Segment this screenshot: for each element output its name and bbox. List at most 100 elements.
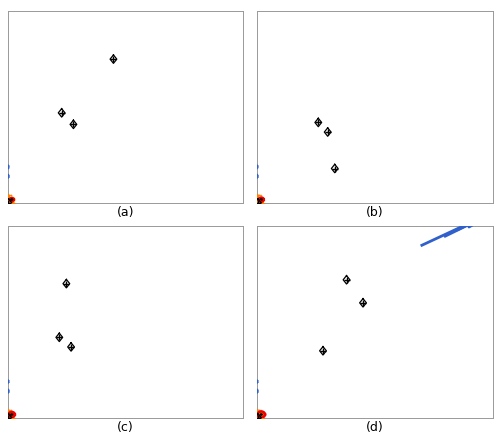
Point	[4, 199, 12, 207]
Point	[253, 414, 261, 422]
Point	[4, 199, 12, 207]
Point	[254, 414, 262, 422]
Point	[6, 199, 14, 207]
Point	[4, 199, 12, 207]
Point	[4, 199, 12, 207]
Point	[4, 199, 12, 207]
Point	[4, 199, 12, 207]
Point	[4, 199, 12, 207]
Point	[4, 414, 12, 422]
Point	[253, 414, 261, 422]
Point	[253, 199, 261, 207]
Point	[258, 199, 266, 207]
Point	[253, 199, 261, 207]
Point	[253, 199, 261, 207]
Point	[4, 199, 12, 207]
Point	[254, 413, 262, 420]
Point	[253, 414, 261, 422]
Point	[254, 414, 262, 422]
Point	[4, 414, 12, 422]
Point	[254, 414, 262, 421]
Point	[4, 199, 12, 207]
Point	[4, 414, 12, 422]
Point	[4, 199, 12, 207]
Point	[254, 414, 262, 422]
Point	[4, 414, 12, 422]
Point	[4, 199, 12, 207]
Point	[253, 199, 261, 207]
Point	[254, 414, 262, 422]
Point	[253, 199, 261, 207]
Point	[6, 414, 14, 422]
Point	[4, 199, 12, 207]
Point	[253, 414, 261, 422]
Point	[254, 414, 262, 422]
Point	[4, 199, 12, 207]
Point	[253, 199, 261, 207]
Point	[4, 199, 12, 207]
Point	[255, 199, 263, 207]
Point	[4, 199, 12, 207]
Point	[4, 414, 12, 422]
Point	[253, 199, 261, 207]
Point	[254, 414, 262, 422]
Point	[4, 199, 12, 207]
Point	[253, 414, 261, 422]
Point	[4, 414, 12, 422]
Point	[253, 414, 261, 422]
Point	[4, 414, 12, 422]
Point	[4, 199, 12, 206]
Point	[253, 414, 261, 422]
Point	[4, 414, 12, 422]
Point	[4, 414, 12, 422]
Point	[4, 410, 12, 417]
Point	[4, 413, 12, 421]
Point	[254, 414, 262, 422]
Point	[6, 199, 14, 206]
Point	[254, 199, 262, 207]
Point	[4, 414, 12, 422]
Point	[253, 414, 261, 422]
Point	[253, 199, 261, 207]
Point	[254, 414, 262, 421]
Point	[254, 199, 262, 207]
Point	[253, 199, 261, 207]
Point	[4, 414, 12, 422]
Point	[253, 199, 261, 207]
Point	[253, 199, 261, 207]
Point	[253, 199, 261, 207]
Point	[253, 414, 261, 422]
Point	[254, 414, 262, 422]
Point	[4, 199, 12, 207]
Point	[253, 199, 261, 207]
Point	[253, 199, 261, 207]
Point	[253, 199, 261, 207]
Point	[253, 199, 261, 207]
Point	[4, 414, 12, 422]
Point	[253, 414, 261, 422]
Point	[4, 199, 12, 207]
Point	[253, 414, 261, 422]
Point	[5, 199, 13, 207]
Point	[4, 199, 12, 207]
Point	[253, 199, 261, 207]
Point	[256, 199, 264, 207]
Point	[255, 414, 263, 422]
Point	[4, 414, 12, 422]
Point	[254, 199, 262, 207]
Point	[254, 414, 262, 422]
Point	[254, 199, 262, 207]
Point	[4, 414, 12, 422]
Point	[253, 413, 261, 421]
Point	[253, 414, 261, 422]
Point	[253, 199, 261, 207]
Point	[4, 199, 12, 207]
Point	[8, 199, 16, 207]
Point	[256, 414, 264, 421]
Point	[253, 199, 261, 207]
Point	[253, 414, 261, 422]
Point	[4, 199, 12, 207]
Point	[258, 414, 266, 422]
Point	[7, 414, 15, 422]
Point	[4, 410, 12, 417]
